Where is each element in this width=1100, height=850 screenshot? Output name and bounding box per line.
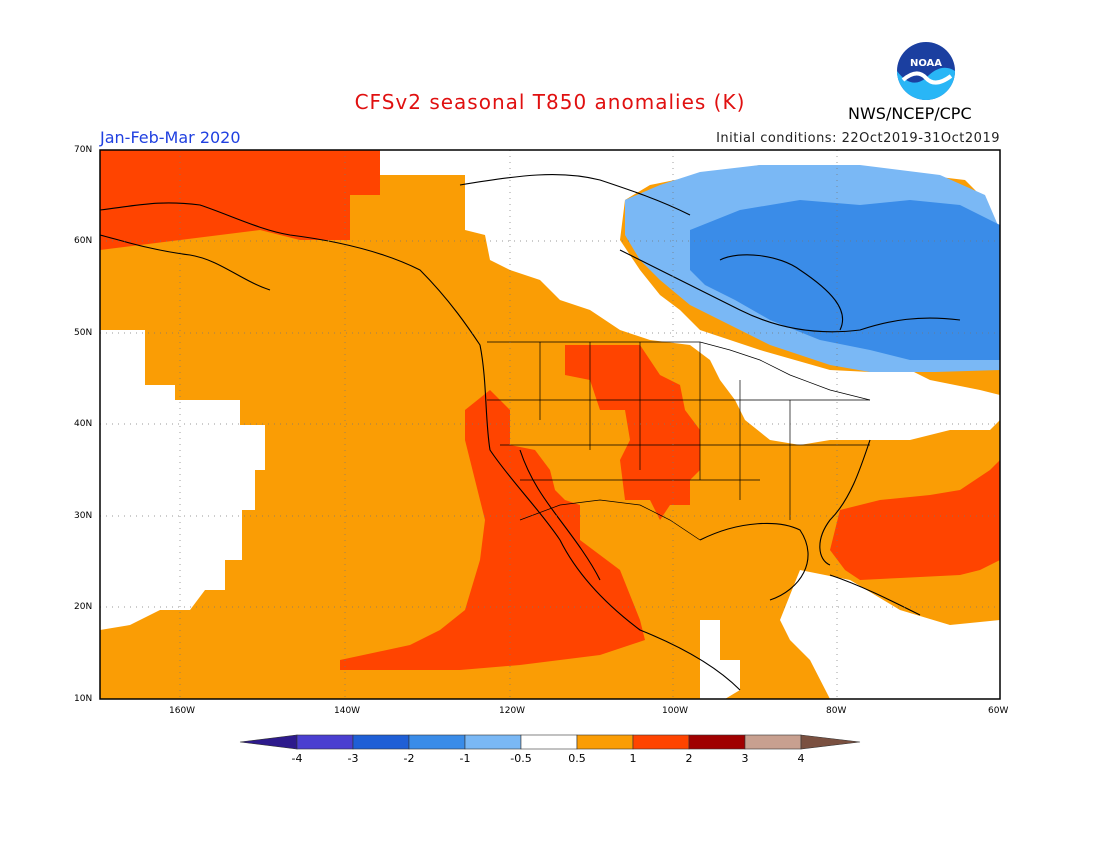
- lon-tick-label: 80W: [826, 706, 847, 716]
- initial-conditions-label: Initial conditions: 22Oct2019-31Oct2019: [716, 131, 1000, 146]
- warm-region-west-coast: [340, 390, 645, 670]
- neutral-region-arctic: [380, 150, 1000, 445]
- noaa-logo: NOAA: [895, 40, 957, 102]
- colorbar-label: -0.5: [510, 752, 532, 765]
- lat-tick-label: 50N: [74, 328, 93, 338]
- colorbar-bin: [520, 734, 578, 750]
- colorbar-bin: [576, 734, 634, 750]
- colorbar-bin: [464, 734, 522, 750]
- lon-tick-label: 100W: [662, 706, 689, 716]
- lat-tick-label: 10N: [74, 694, 93, 704]
- colorbar-label: -1: [459, 752, 471, 765]
- warm-region-rockies: [565, 345, 700, 520]
- cool-region-canada: [690, 200, 1000, 360]
- lon-tick-label: 140W: [334, 706, 361, 716]
- warm-region-atlantic: [830, 460, 1000, 580]
- neutral-region-central-america: [700, 620, 740, 699]
- grid-lines: [100, 150, 1000, 699]
- colorbar-bin: [688, 734, 746, 750]
- colorbar-arrow-left: [239, 734, 298, 750]
- colorbar-label: 1: [629, 752, 637, 765]
- colorbar-bin: [632, 734, 690, 750]
- colorbar-label: -3: [347, 752, 359, 765]
- map-frame-contents: [100, 150, 1000, 699]
- colorbar-bin: [296, 734, 354, 750]
- colorbar-label: 2: [685, 752, 693, 765]
- logo-text: NOAA: [910, 58, 942, 69]
- colorbar-bin: [408, 734, 466, 750]
- lon-tick-label: 60W: [988, 706, 1009, 716]
- lon-tick-label: 160W: [169, 706, 196, 716]
- lat-tick-label: 70N: [74, 145, 93, 155]
- colorbar-label: 3: [741, 752, 749, 765]
- political-borders: [487, 341, 871, 541]
- period-label: Jan-Feb-Mar 2020: [100, 128, 241, 147]
- lat-tick-label: 30N: [74, 511, 93, 521]
- chart-title: CFSv2 seasonal T850 anomalies (K): [354, 90, 746, 114]
- neutral-region-caribbean: [780, 570, 1000, 699]
- neutral-region-pacific: [100, 330, 265, 630]
- colorbar-label: -2: [403, 752, 415, 765]
- agency-label: NWS/NCEP/CPC: [848, 104, 972, 123]
- colorbar-label: -4: [291, 752, 303, 765]
- colorbar-label: 0.5: [568, 752, 586, 765]
- warm-region-alaska-ne-pacific: [100, 150, 380, 250]
- lat-tick-label: 60N: [74, 236, 93, 246]
- lat-tick-label: 20N: [74, 602, 93, 612]
- colorbar-arrow-right: [800, 734, 861, 750]
- colorbar-bin: [744, 734, 802, 750]
- colorbar-label: 4: [797, 752, 805, 765]
- colorbar: [239, 734, 861, 750]
- lon-tick-label: 120W: [499, 706, 526, 716]
- map-frame: [99, 149, 1001, 700]
- colorbar-bin: [352, 734, 410, 750]
- coastlines: [100, 174, 961, 691]
- lat-tick-label: 40N: [74, 419, 93, 429]
